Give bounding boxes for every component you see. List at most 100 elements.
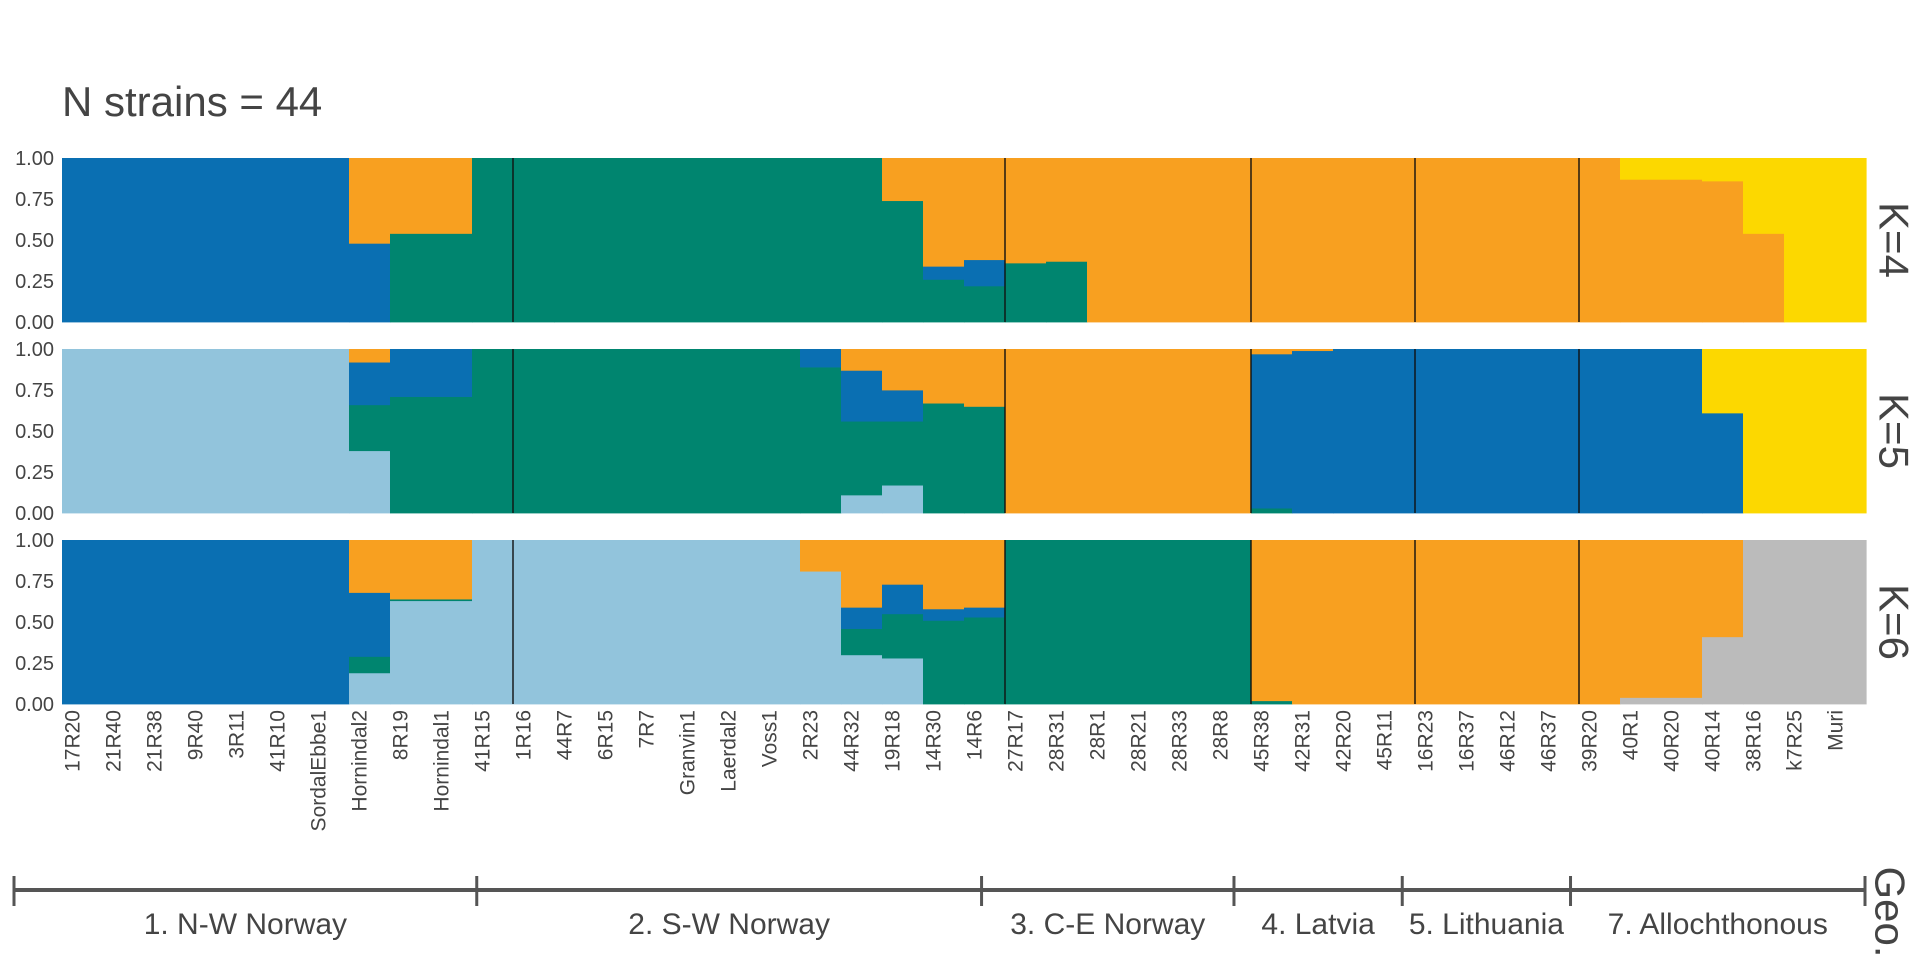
bar-segment xyxy=(1005,262,1047,323)
bar-segment xyxy=(841,349,883,371)
bar-segment xyxy=(1743,540,1867,705)
x-tick-label: 39R20 xyxy=(1578,710,1601,772)
bar-segment xyxy=(800,540,842,572)
bar-segment xyxy=(923,158,965,267)
bar-segment xyxy=(390,233,473,323)
panel-k5: 0.00 0.25 0.50 0.75 1.00 K=5 xyxy=(15,339,1917,525)
y-tick-label: 0.00 xyxy=(15,312,54,334)
bar-segment xyxy=(923,540,965,610)
facet-label: K=5 xyxy=(1871,393,1918,469)
bar-segment xyxy=(882,349,924,391)
bar-segment xyxy=(841,494,883,514)
bar-segment xyxy=(62,540,350,705)
bar-segment xyxy=(923,608,965,621)
geo-group-label: 7. Allochthonous xyxy=(1608,908,1828,941)
bar-segment xyxy=(390,158,473,234)
bar-segment xyxy=(349,404,391,452)
bar-segment xyxy=(390,600,473,705)
bar-segment xyxy=(349,243,391,323)
bar-segment xyxy=(1620,179,1703,323)
facet-label: K=6 xyxy=(1871,584,1918,660)
bar-segment xyxy=(390,349,473,397)
bar-segment xyxy=(349,592,391,657)
x-tick-label: 16R37 xyxy=(1455,710,1478,772)
bar-segment xyxy=(964,158,1006,261)
x-tick-label: Hornindal2 xyxy=(348,710,371,812)
bar-segment xyxy=(964,259,1006,287)
y-tick-label: 1.00 xyxy=(15,530,54,552)
x-tick-label: 16R23 xyxy=(1414,710,1437,772)
bar-segment xyxy=(1743,158,1785,234)
bar-segment xyxy=(1292,349,1334,352)
y-tick-label: 0.75 xyxy=(15,571,54,593)
x-tick-label: 3R11 xyxy=(225,710,248,759)
y-tick-label: 1.00 xyxy=(15,339,54,361)
bar-segment xyxy=(923,403,965,514)
x-tick-label: 27R17 xyxy=(1004,710,1027,772)
bar-segment xyxy=(1251,349,1293,355)
bar-segment xyxy=(1005,158,1047,264)
y-tick-label: 0.00 xyxy=(15,694,54,716)
panel-k6: 0.00 0.25 0.50 0.75 1.00 K=6 xyxy=(15,530,1917,716)
x-tick-label: 44R7 xyxy=(553,710,576,760)
y-tick-label: 0.50 xyxy=(15,230,54,252)
y-tick-label: 0.25 xyxy=(15,653,54,675)
bar-segment xyxy=(1702,540,1744,638)
bar-segment xyxy=(882,390,924,422)
y-tick-label: 0.75 xyxy=(15,189,54,211)
bar-segment xyxy=(923,266,965,280)
x-tick-label: 28R8 xyxy=(1209,710,1232,760)
bar-segment xyxy=(1702,158,1744,182)
x-tick-label: 8R19 xyxy=(389,710,412,760)
x-tick-label: Muri xyxy=(1824,710,1847,751)
bar-segment xyxy=(923,620,965,705)
bar-segment xyxy=(1005,540,1252,705)
x-tick-label: 6R15 xyxy=(594,710,617,760)
bar-segment xyxy=(923,349,965,404)
bar-segment xyxy=(800,367,842,514)
bar-segment xyxy=(964,540,1006,608)
geo-group-label: 1. N-W Norway xyxy=(144,908,347,941)
bar-segment xyxy=(1784,158,1867,323)
x-tick-label: Voss1 xyxy=(758,710,781,767)
bar-segment xyxy=(554,158,883,323)
bar-segment xyxy=(472,349,801,514)
bar-segment xyxy=(349,450,391,514)
bar-segment xyxy=(1620,697,1703,705)
bar-segment xyxy=(964,607,1006,618)
x-tick-label: 42R31 xyxy=(1291,710,1314,772)
x-tick-label: 38R16 xyxy=(1742,710,1765,772)
bar-segment xyxy=(841,654,883,705)
x-tick-label: 2R23 xyxy=(799,710,822,760)
bar-segment xyxy=(349,349,391,363)
bar-segment xyxy=(1333,349,1703,514)
bar-segment xyxy=(349,362,391,406)
x-tick-label: 14R30 xyxy=(922,710,945,772)
panel-k4: 0.00 0.25 0.50 0.75 1.00 K=4 xyxy=(15,148,1917,334)
bar-segment xyxy=(349,656,391,674)
x-tick-label: 40R1 xyxy=(1619,710,1642,760)
bar-segment xyxy=(800,571,842,705)
bar-segment xyxy=(841,628,883,656)
y-tick-label: 0.00 xyxy=(15,503,54,525)
x-tick-label: 45R38 xyxy=(1250,710,1273,772)
bar-segment xyxy=(390,396,473,514)
bar-segment xyxy=(349,158,391,244)
x-tick-label: 21R40 xyxy=(102,710,125,772)
y-tick-label: 0.50 xyxy=(15,612,54,634)
bar-segment xyxy=(882,584,924,615)
x-tick-label: 28R21 xyxy=(1127,710,1150,772)
bar-segment xyxy=(1046,261,1088,323)
bar-segment xyxy=(1005,349,1252,514)
geo-group-label: 2. S-W Norway xyxy=(628,908,830,941)
bar-segment xyxy=(1292,540,1621,705)
x-tick-label: Hornindal1 xyxy=(430,710,453,812)
bar-segment xyxy=(1251,540,1293,702)
bar-segment xyxy=(62,349,350,514)
bar-segment xyxy=(1702,180,1744,323)
x-tick-label: 40R20 xyxy=(1660,710,1683,772)
bar-segment xyxy=(1743,349,1867,514)
chart-title: N strains = 44 xyxy=(62,78,323,125)
x-tick-label: k7R25 xyxy=(1783,710,1806,771)
